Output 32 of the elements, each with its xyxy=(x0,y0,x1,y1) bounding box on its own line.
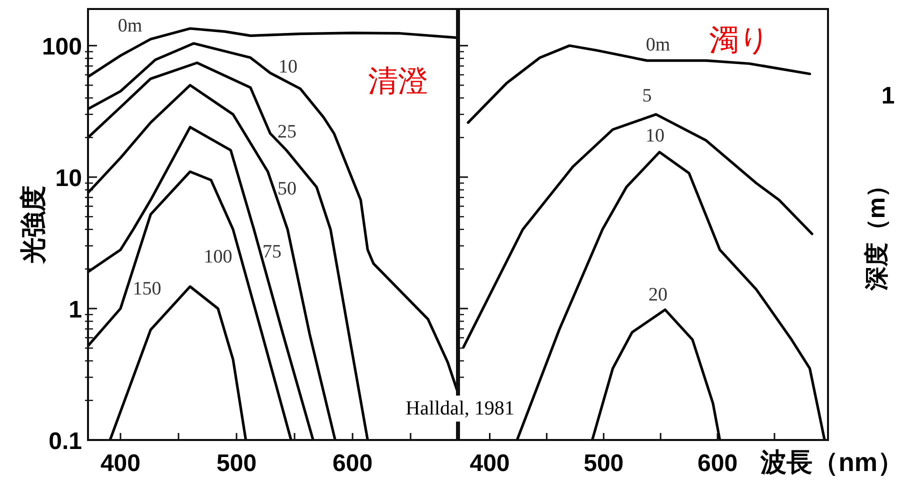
x-axis-title: 波長（nm） xyxy=(760,447,900,477)
x-tick-label: 400 xyxy=(100,450,141,477)
text: 濁り xyxy=(709,24,770,57)
text: 清澄 xyxy=(368,65,428,98)
y-tick-label: 10 xyxy=(55,165,82,192)
annotation: 50 xyxy=(278,178,296,200)
x-tick-label: 600 xyxy=(332,450,373,477)
text: 1 xyxy=(881,82,895,110)
y-axis-title: 光強度 xyxy=(18,186,48,264)
x-tick-label: 600 xyxy=(698,450,738,477)
line-series xyxy=(88,42,457,392)
text: 深度（m） xyxy=(863,173,890,292)
x-tick-label: 500 xyxy=(216,450,257,477)
line-series xyxy=(88,62,369,440)
y-tick-label: 1 xyxy=(68,296,82,324)
annotation: 25 xyxy=(278,121,296,142)
line-series xyxy=(88,126,314,440)
y-tick-label: 100 xyxy=(42,34,82,61)
annotation: 75 xyxy=(262,241,282,262)
annotation: 100 xyxy=(204,246,232,268)
line-series xyxy=(88,84,336,440)
y-tick-label: 0.1 xyxy=(48,428,82,455)
x-tick-label: 400 xyxy=(470,450,510,477)
x-tick-label: 500 xyxy=(584,450,624,477)
annotation: 20 xyxy=(648,284,668,306)
annotation: 10 xyxy=(646,125,664,146)
annotation: 150 xyxy=(132,278,162,300)
annotation: 5 xyxy=(642,85,652,106)
annotation: 0m xyxy=(646,34,670,56)
annotation: 10 xyxy=(278,56,298,78)
annotation: Halldal, 1981 xyxy=(406,398,514,420)
annotation: 0m xyxy=(118,15,142,36)
